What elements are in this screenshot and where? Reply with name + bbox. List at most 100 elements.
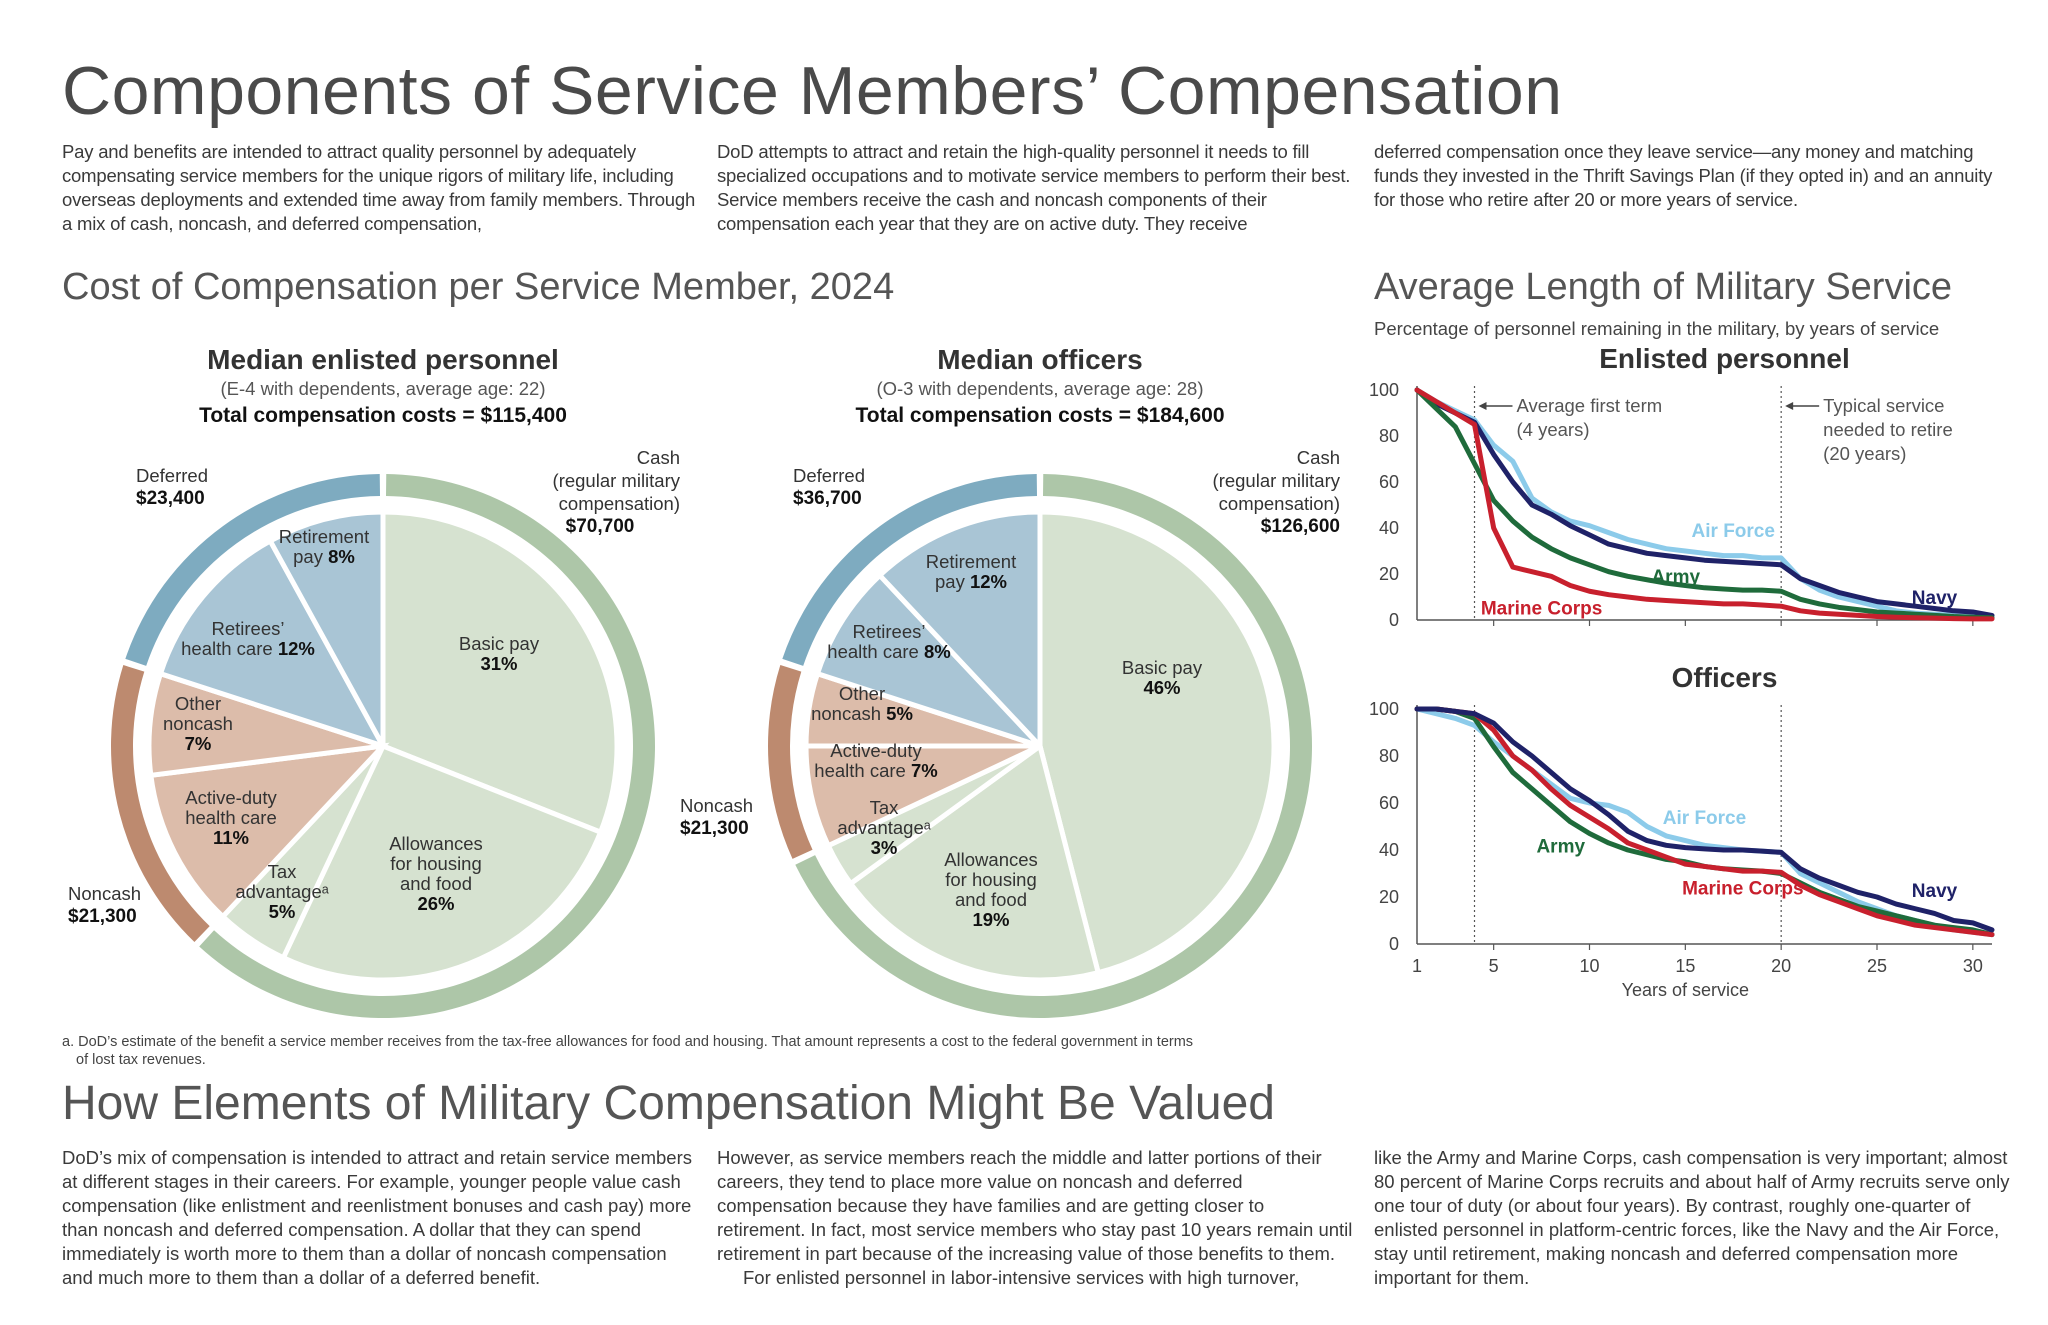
x-tick-label: 1 xyxy=(1412,956,1422,976)
group-name: Noncash xyxy=(68,883,142,904)
annotation-line: (20 years) xyxy=(1823,443,1906,464)
slice-percent: 8% xyxy=(323,546,355,567)
pie-slice-label: Other noncash 5% xyxy=(811,683,913,724)
slice-name: Tax xyxy=(870,797,900,818)
y-tick-label: 0 xyxy=(1389,610,1399,630)
paragraph: However, as service members reach the mi… xyxy=(717,1147,1353,1264)
paragraph: DoD’s mix of compensation is intended to… xyxy=(62,1147,692,1288)
slice-name: advantageᵃ xyxy=(235,881,328,902)
x-tick-label: 10 xyxy=(1579,956,1599,976)
series-line-marine-corps xyxy=(1414,387,1995,622)
pie-slice-label: Retirement pay 12% xyxy=(926,551,1016,592)
slice-name: Tax xyxy=(268,861,298,882)
y-tick-label: 40 xyxy=(1379,840,1399,860)
group-amount: $126,600 xyxy=(1260,516,1340,537)
valued-column-2: However, as service members reach the mi… xyxy=(717,1146,1357,1290)
enlisted-line-chart: Enlisted personnel 0 20 40 60 80 100 Average fi… xyxy=(1369,343,1995,630)
pie-group-ring-noncash xyxy=(111,665,210,943)
slice-percent: 46% xyxy=(1143,677,1180,698)
pie-slice xyxy=(148,742,390,921)
series-label: Air Force xyxy=(1663,808,1746,829)
valued-column-1: DoD’s mix of compensation is intended to… xyxy=(62,1146,702,1290)
slice-name: for housing xyxy=(945,869,1037,890)
footnote-text-continued: of lost tax revenues. xyxy=(76,1052,206,1068)
slice-percent: 5% xyxy=(881,703,913,724)
valued-column-3: like the Army and Marine Corps, cash com… xyxy=(1374,1146,2014,1290)
slice-name: health care xyxy=(185,807,277,828)
slice-name: Basic pay xyxy=(1122,657,1203,678)
footnote: a. DoD’s estimate of the benefit a servi… xyxy=(62,1033,1362,1069)
pie-slice xyxy=(280,742,604,983)
series-label: Air Force xyxy=(1692,521,1775,542)
pie-slice-label: Tax advantageᵃ 5% xyxy=(235,861,328,922)
pie-slice-label: Retirement pay 8% xyxy=(279,526,369,567)
pie-group-ring-deferred xyxy=(782,474,1038,666)
pie-slice xyxy=(1037,509,1277,976)
slice-name: Other xyxy=(175,693,221,714)
enlisted-pie-title: Median enlisted personnel xyxy=(207,344,559,375)
intro-column-3: deferred compensation once they leave se… xyxy=(1374,141,1993,210)
valued-section-title: How Elements of Military Compensation Mi… xyxy=(62,1077,1275,1130)
slice-name: and food xyxy=(955,889,1027,910)
slice-percent: 19% xyxy=(972,909,1009,930)
slice-name: pay xyxy=(293,546,324,567)
slice-percent: 8% xyxy=(919,641,951,662)
pie-slice-label: Active-duty health care 7% xyxy=(814,740,937,781)
pie-slice xyxy=(157,537,389,751)
annotation-text: Average first term (4 years) xyxy=(1517,395,1663,440)
group-amount: $21,300 xyxy=(680,818,749,839)
officer-pie-subtitle: (O-3 with dependents, average age: 28) xyxy=(876,378,1204,399)
group-amount: $70,700 xyxy=(565,516,635,537)
officer-pie-chart: Basic pay 46% Allowances for housing and foo… xyxy=(768,474,1312,1018)
line-chart-title: Officers xyxy=(1672,662,1778,693)
slice-name: and food xyxy=(400,873,472,894)
pie-slice-label: Retirees’ health care 12% xyxy=(181,618,315,659)
slice-percent: 7% xyxy=(906,760,938,781)
slice-percent: 3% xyxy=(871,837,898,858)
line-chart-title: Enlisted personnel xyxy=(1599,343,1850,374)
y-tick-label: 60 xyxy=(1379,793,1399,813)
slice-name: noncash xyxy=(811,703,881,724)
group-name: compensation) xyxy=(558,493,680,514)
x-tick-label: 20 xyxy=(1771,956,1791,976)
x-tick-label: 5 xyxy=(1489,956,1499,976)
enlisted-noncash-label: Noncash $21,300 xyxy=(68,882,141,928)
series-line-army xyxy=(1414,387,1995,621)
pie-slice xyxy=(847,741,1102,983)
enlisted-pie-subtitle: (E-4 with dependents, average age: 22) xyxy=(220,378,546,399)
pie-slice-label: Allowances for housing and food 26% xyxy=(389,833,483,914)
page-title: Components of Service Members’ Compensat… xyxy=(62,53,1563,129)
series-label: Army xyxy=(1651,567,1700,588)
pie-group-ring-cash xyxy=(199,474,655,1018)
series-line-marine-corps xyxy=(1414,706,1995,938)
pie-slice-label: Active-duty health care 11% xyxy=(185,787,277,848)
intro-column-1: Pay and benefits are intended to attract… xyxy=(62,141,696,234)
slice-percent: 5% xyxy=(269,901,296,922)
enlisted-cash-label: Cash (regular military compensation) $70… xyxy=(480,446,680,538)
officer-cash-label: Cash (regular military compensation) $12… xyxy=(1140,446,1340,538)
group-name: Cash xyxy=(636,447,680,468)
slice-name: for housing xyxy=(390,853,482,874)
series-line-navy xyxy=(1414,706,1995,933)
pie-slice xyxy=(814,571,1042,749)
officer-pie-total: Total compensation costs = $184,600 xyxy=(855,404,1225,427)
officer-pie-title: Median officers xyxy=(937,344,1143,375)
slice-name: health care xyxy=(181,638,273,659)
group-name: Cash xyxy=(1296,447,1340,468)
slice-name: Allowances xyxy=(389,833,483,854)
slice-name: Retirement xyxy=(926,551,1016,572)
officer-noncash-label: Noncash $21,300 xyxy=(680,794,753,840)
slice-name: Basic pay xyxy=(459,633,540,654)
group-name: Deferred xyxy=(793,465,865,486)
series-line-navy xyxy=(1414,387,1995,618)
officer-pie-header: Median officers (O-3 with dependents, av… xyxy=(740,344,1340,428)
service-section-subtitle: Percentage of personnel remaining in the… xyxy=(1374,318,1940,339)
x-tick-label: 15 xyxy=(1675,956,1695,976)
group-name: Deferred xyxy=(136,465,208,486)
enlisted-pie-header: Median enlisted personnel (E-4 with depe… xyxy=(83,344,683,428)
arrow-head-icon xyxy=(1478,402,1487,410)
officer-deferred-label: Deferred $36,700 xyxy=(793,464,865,510)
pie-slice xyxy=(266,509,386,748)
slice-name: Other xyxy=(839,683,885,704)
